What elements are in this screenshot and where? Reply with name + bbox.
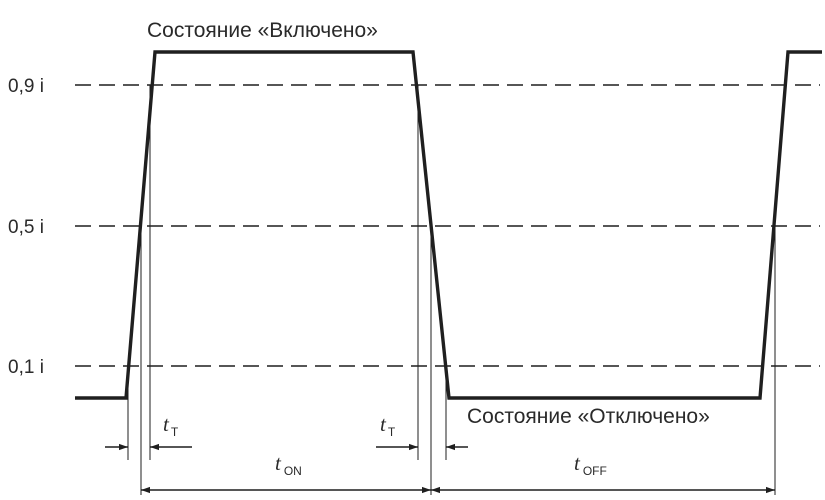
rise-time-subscript: T <box>171 425 179 439</box>
level-label-high: 0,9 i <box>8 76 44 97</box>
signal-waveform <box>75 50 822 400</box>
off-time-label: t OFF <box>574 451 607 478</box>
level-label-low: 0,1 i <box>8 357 44 378</box>
fall-time-symbol: t <box>380 412 387 436</box>
level-label-mid: 0,5 i <box>8 217 44 238</box>
on-time-symbol: t <box>275 451 282 475</box>
off-time-symbol: t <box>574 451 581 475</box>
on-time-subscript: ON <box>284 464 302 478</box>
rise-time-symbol: t <box>163 412 170 436</box>
state-label-on: Состояние «Включено» <box>147 19 378 42</box>
on-time-label: t ON <box>275 451 302 478</box>
state-label-off: Состояние «Отключено» <box>467 405 710 428</box>
fall-time-subscript: T <box>388 425 396 439</box>
off-time-subscript: OFF <box>583 464 607 478</box>
